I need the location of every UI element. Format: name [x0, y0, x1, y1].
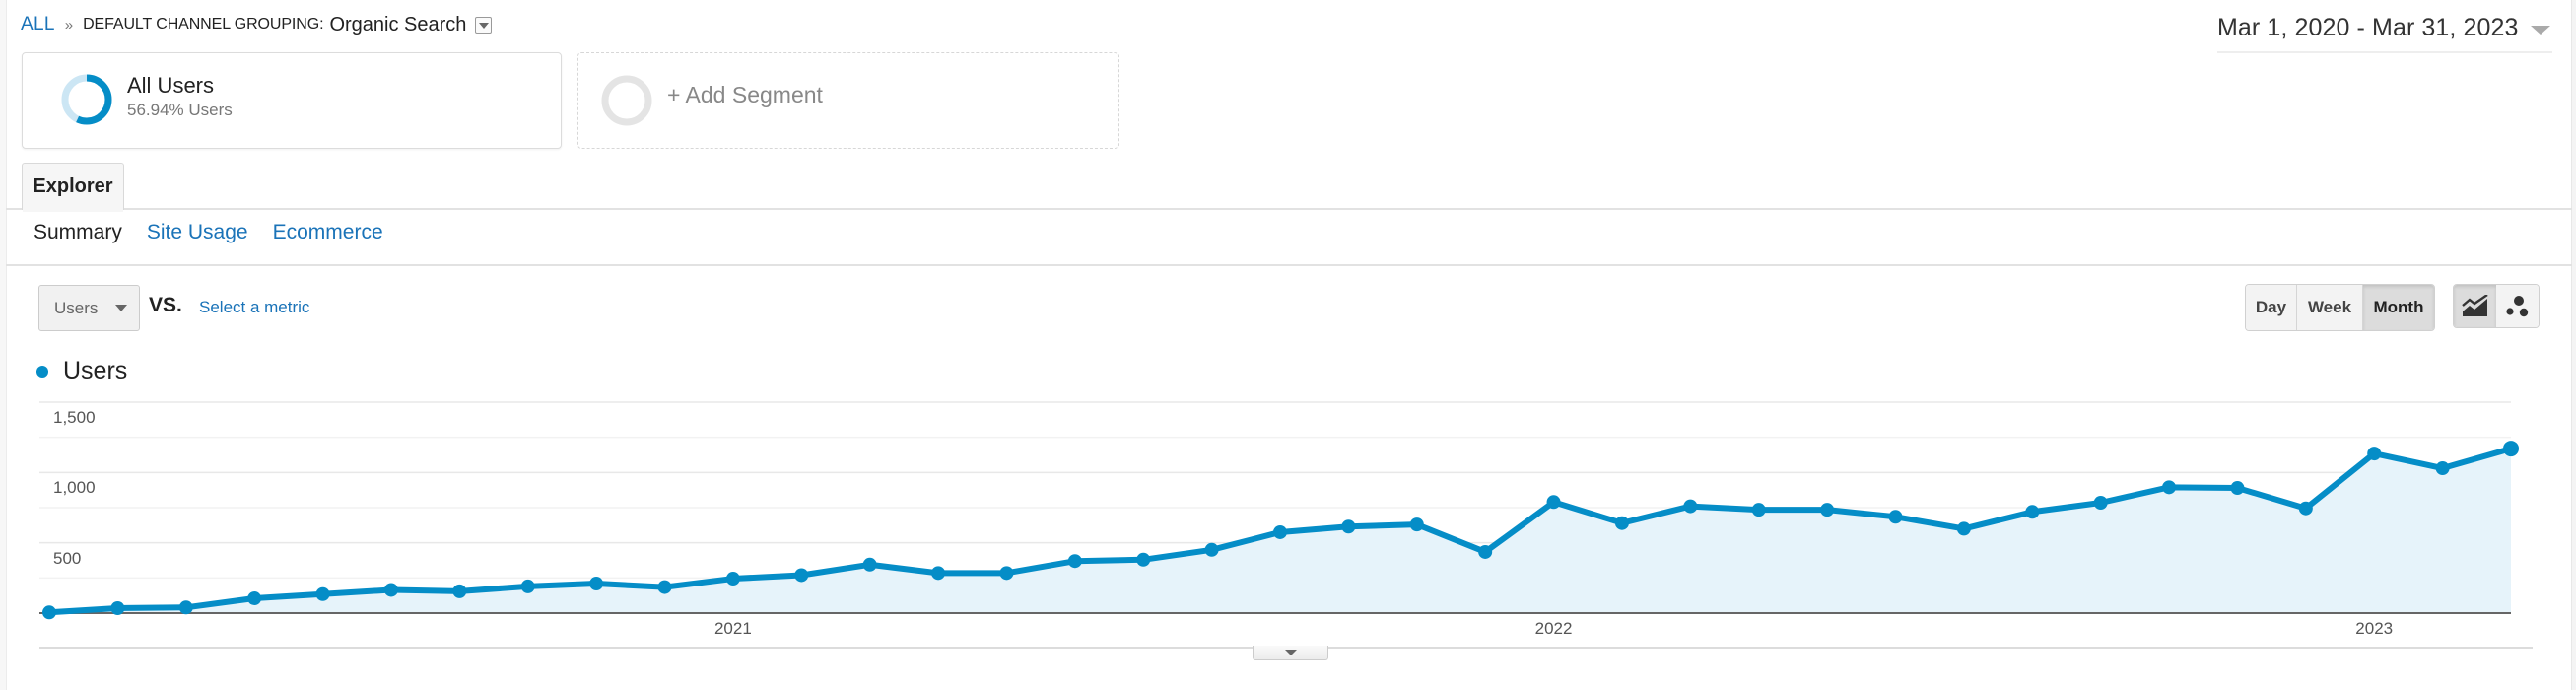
vs-label: VS. — [149, 294, 182, 316]
data-point[interactable] — [2025, 505, 2040, 519]
period-day-button[interactable]: Day — [2246, 285, 2297, 330]
y-tick-label: 1,000 — [53, 478, 96, 498]
y-tick-label: 500 — [53, 548, 82, 568]
data-point[interactable] — [452, 584, 467, 598]
data-point[interactable] — [725, 572, 740, 586]
line-chart-button[interactable] — [2454, 285, 2496, 327]
data-point[interactable] — [2298, 501, 2313, 516]
chevron-down-icon — [2530, 26, 2550, 34]
add-segment-button[interactable]: + Add Segment — [577, 52, 1119, 149]
data-point[interactable] — [315, 586, 330, 601]
data-point[interactable] — [657, 580, 672, 594]
data-point[interactable] — [999, 566, 1014, 581]
date-range-label: Mar 1, 2020 - Mar 31, 2023 — [2217, 14, 2519, 41]
data-point[interactable] — [178, 600, 193, 615]
breadcrumb: ALL » DEFAULT CHANNEL GROUPING: Organic … — [21, 12, 493, 37]
data-point[interactable] — [42, 605, 56, 620]
subtab-divider — [6, 264, 2572, 266]
data-point[interactable] — [2230, 481, 2245, 496]
data-point[interactable] — [1820, 503, 1835, 518]
subtab-ecommerce[interactable]: Ecommerce — [272, 221, 383, 243]
motion-chart-button[interactable] — [2496, 285, 2539, 327]
data-point[interactable] — [2162, 480, 2177, 495]
data-point[interactable] — [2503, 441, 2519, 457]
breadcrumb-all-link[interactable]: ALL — [21, 14, 55, 34]
data-point[interactable] — [1546, 495, 1561, 510]
select-metric-link[interactable]: Select a metric — [199, 298, 310, 316]
page-left-edge — [0, 0, 7, 690]
data-point[interactable] — [383, 583, 398, 597]
segment-donut-icon — [61, 74, 112, 125]
period-month-button[interactable]: Month — [2363, 285, 2434, 330]
data-point[interactable] — [794, 568, 809, 583]
legend-dot-icon — [36, 365, 48, 378]
empty-segment-ring-icon — [601, 75, 652, 126]
dimension-value: Organic Search — [329, 13, 467, 35]
x-tick-label: 2021 — [713, 619, 752, 638]
x-tick-label: 2022 — [1534, 619, 1573, 638]
segment-card-all-users[interactable]: All Users 56.94% Users — [22, 52, 562, 149]
legend-label: Users — [63, 357, 128, 384]
tab-bar-divider — [6, 208, 2572, 210]
data-point[interactable] — [589, 577, 604, 591]
segment-percentage: 56.94% Users — [127, 101, 233, 119]
primary-metric-dropdown[interactable]: Users — [38, 285, 140, 331]
breadcrumb-separator: » — [64, 16, 74, 34]
primary-metric-label: Users — [54, 298, 99, 317]
data-point[interactable] — [1683, 499, 1698, 514]
data-point[interactable] — [1614, 516, 1629, 530]
subtab-site-usage[interactable]: Site Usage — [146, 221, 248, 243]
chevron-down-icon — [115, 305, 128, 311]
data-point[interactable] — [862, 557, 877, 572]
data-point[interactable] — [2093, 496, 2108, 511]
line-chart-icon — [2461, 294, 2488, 316]
data-point[interactable] — [247, 591, 262, 606]
x-tick-label: 2023 — [2355, 619, 2394, 638]
data-point[interactable] — [2367, 447, 2382, 461]
chart-type-toggle-group — [2453, 284, 2540, 328]
data-point[interactable] — [1888, 510, 1903, 524]
data-point[interactable] — [931, 566, 946, 581]
dimension-label: DEFAULT CHANNEL GROUPING: — [83, 16, 324, 33]
period-week-button[interactable]: Week — [2297, 285, 2363, 330]
data-point[interactable] — [1136, 552, 1151, 567]
data-point[interactable] — [1341, 519, 1356, 534]
data-point[interactable] — [1478, 544, 1493, 559]
data-point[interactable] — [1956, 521, 1971, 536]
data-point[interactable] — [110, 601, 125, 616]
page-right-edge — [2571, 0, 2576, 690]
expand-chart-handle[interactable] — [1253, 646, 1328, 660]
motion-chart-icon — [2505, 295, 2528, 316]
dimension-dropdown-icon[interactable] — [475, 16, 493, 34]
data-point[interactable] — [2435, 461, 2450, 476]
period-toggle-group: Day Week Month — [2245, 284, 2435, 331]
date-range-picker[interactable]: Mar 1, 2020 - Mar 31, 2023 — [2217, 14, 2552, 53]
sub-tabs: Summary Site Usage Ecommerce — [34, 221, 408, 244]
data-point[interactable] — [1204, 542, 1219, 557]
add-segment-label: + Add Segment — [667, 82, 823, 107]
data-point[interactable] — [1751, 503, 1766, 518]
y-tick-label: 1,500 — [53, 408, 96, 427]
chart-legend: Users — [36, 357, 127, 385]
subtab-summary[interactable]: Summary — [34, 221, 122, 243]
segment-name: All Users — [127, 73, 215, 98]
data-point[interactable] — [1067, 554, 1082, 569]
tab-explorer[interactable]: Explorer — [22, 163, 124, 212]
data-point[interactable] — [520, 579, 535, 593]
data-point[interactable] — [1273, 524, 1287, 539]
data-point[interactable] — [1409, 518, 1424, 532]
